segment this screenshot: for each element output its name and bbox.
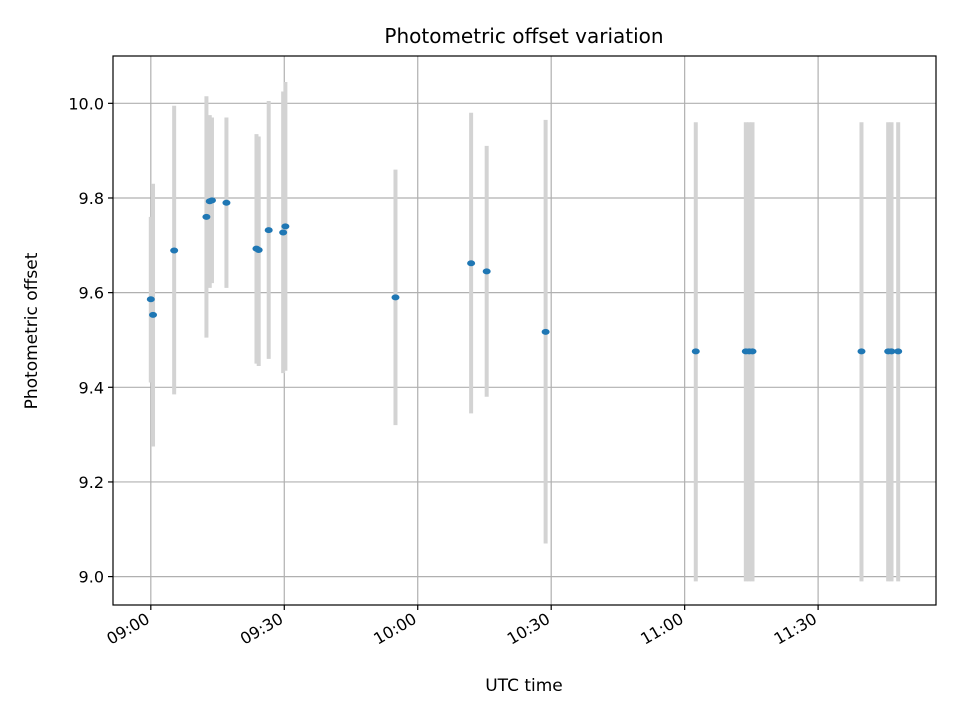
data-point — [541, 328, 550, 335]
data-point — [887, 348, 896, 355]
plot-frame — [112, 55, 937, 606]
data-point — [857, 348, 866, 355]
data-point — [691, 348, 700, 355]
data-points — [146, 197, 903, 355]
data-point — [207, 197, 216, 204]
data-point — [146, 296, 155, 303]
y-tick-label: 10.0 — [68, 94, 104, 113]
y-tick-label: 9.6 — [79, 284, 104, 303]
data-point — [894, 348, 903, 355]
data-point — [482, 268, 491, 275]
y-tick-label: 9.2 — [79, 473, 104, 492]
data-point — [254, 247, 263, 254]
y-tick-label: 9.8 — [79, 189, 104, 208]
data-point — [264, 227, 273, 234]
data-point — [202, 213, 211, 220]
y-tick-label: 9.0 — [79, 568, 104, 587]
data-point — [748, 348, 757, 355]
data-point — [281, 223, 290, 230]
data-point — [391, 294, 400, 301]
data-point — [279, 229, 288, 236]
x-axis-label: UTC time — [485, 676, 563, 696]
data-point — [222, 199, 231, 206]
data-point — [467, 260, 476, 267]
data-point — [170, 247, 179, 254]
y-tick-label: 9.4 — [79, 378, 104, 397]
chart-title: Photometric offset variation — [384, 24, 663, 48]
data-point — [149, 311, 158, 318]
y-axis-label: Photometric offset — [22, 252, 42, 409]
